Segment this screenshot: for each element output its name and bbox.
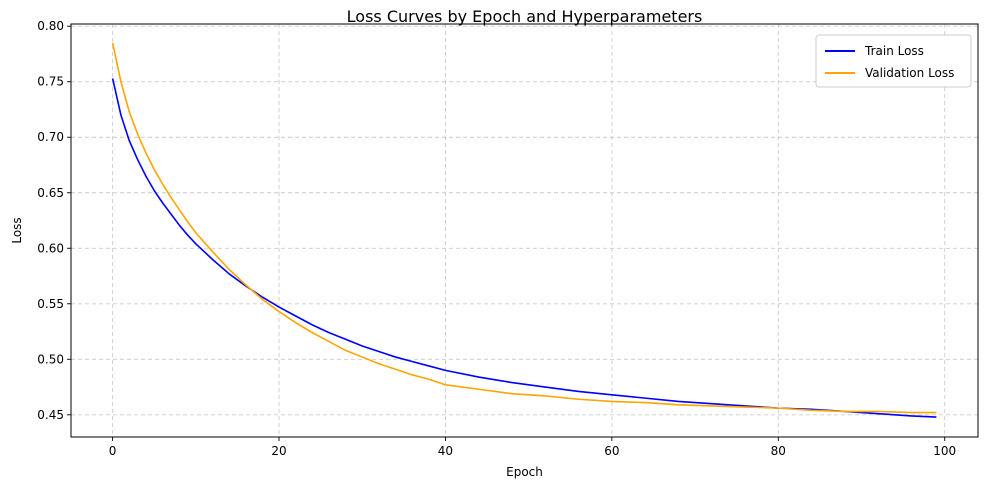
y-tick-label: 0.45 — [37, 408, 64, 422]
series-layer — [111, 42, 937, 418]
y-tick-label: 0.60 — [37, 241, 64, 255]
y-tick-label: 0.50 — [37, 352, 64, 366]
grid-layer — [71, 24, 978, 437]
chart-title: Loss Curves by Epoch and Hyperparameters — [347, 7, 703, 26]
y-tick-label: 0.70 — [37, 130, 64, 144]
series-line-train-loss — [111, 78, 937, 418]
x-tick-label: 0 — [109, 444, 117, 458]
legend-label-validation-loss: Validation Loss — [865, 66, 954, 80]
y-tick-label: 0.55 — [37, 297, 64, 311]
plot-frame — [70, 23, 979, 438]
series-line-validation-loss — [111, 42, 937, 414]
x-tick-label: 80 — [771, 444, 786, 458]
y-tick-label: 0.75 — [37, 75, 64, 89]
y-tick-label: 0.65 — [37, 186, 64, 200]
x-tick-label: 100 — [933, 444, 956, 458]
y-axis-label: Loss — [10, 217, 24, 243]
tick-layer: 0 20 40 60 80 100 0.45 0.50 0.55 0.60 0.65 0.70 0.75… — [37, 19, 956, 458]
x-tick-label: 20 — [271, 444, 286, 458]
legend: Train Loss Validation Loss — [815, 34, 972, 88]
y-tick-label: 0.80 — [37, 19, 64, 33]
x-axis-label: Epoch — [506, 465, 543, 479]
x-tick-label: 40 — [438, 444, 453, 458]
x-tick-label: 60 — [604, 444, 619, 458]
legend-label-train-loss: Train Loss — [864, 44, 924, 58]
